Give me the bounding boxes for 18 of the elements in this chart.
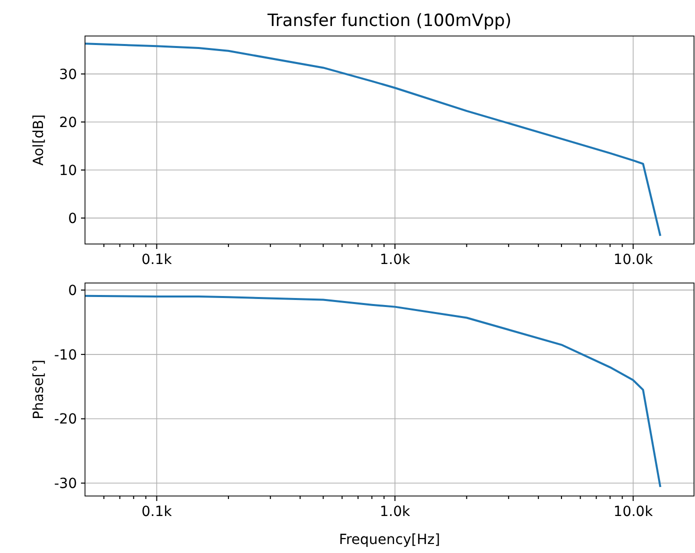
x-tick-label: 10.0k xyxy=(614,504,654,520)
y-axis-title: Phase[°] xyxy=(31,360,47,420)
y-axis-title: Aol[dB] xyxy=(31,114,47,166)
x-tick-label: 10.0k xyxy=(614,252,654,268)
y-tick-label: 0 xyxy=(68,210,77,227)
y-tick-label: -30 xyxy=(54,476,77,492)
x-tick-label: 0.1k xyxy=(142,252,173,268)
chart-title: Transfer function (100mVpp) xyxy=(266,11,512,31)
x-axis-title: Frequency[Hz] xyxy=(338,532,440,548)
x-tick-label: 1.0k xyxy=(380,504,412,520)
y-tick-label: -10 xyxy=(54,347,77,364)
y-tick-label: 10 xyxy=(59,162,77,179)
y-tick-label: 0 xyxy=(68,282,77,299)
y-tick-label: 20 xyxy=(59,114,77,131)
y-tick-label: -20 xyxy=(54,412,77,428)
x-tick-label: 1.0k xyxy=(380,252,412,268)
x-tick-label: 0.1k xyxy=(142,504,173,520)
y-tick-label: 30 xyxy=(59,66,77,83)
